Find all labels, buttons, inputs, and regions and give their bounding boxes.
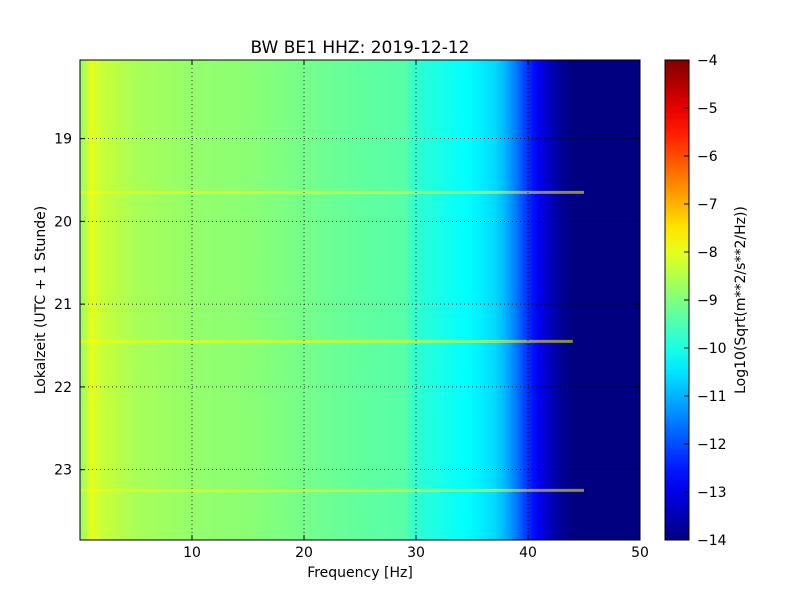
colorbar-tick-label: −6 <box>697 149 718 165</box>
x-tick-label: 10 <box>183 545 201 561</box>
colorbar-tick-label: −11 <box>697 389 727 405</box>
colorbar-tick-label: −10 <box>697 341 727 357</box>
y-tick-label: 19 <box>54 132 72 148</box>
colorbar-tick-label: −12 <box>697 437 727 453</box>
x-axis-ticks: 10 20 30 40 50 <box>183 60 649 561</box>
colorbar: −4 −5 −6 −7 −8 −9 −10 −11 −12 −13 −14 <box>664 53 727 549</box>
x-tick-label: 50 <box>631 545 649 561</box>
colorbar-tick-label: −4 <box>697 53 718 69</box>
spectrogram-plot: 10 20 30 40 50 19 20 21 22 23 <box>54 59 649 561</box>
colorbar-ticks: −4 −5 −6 −7 −8 −9 −10 −11 −12 −13 −14 <box>684 53 727 549</box>
colorbar-label: Log10(Sqrt(m**2/s**2/Hz)) <box>733 206 749 394</box>
x-tick-label: 20 <box>295 545 313 561</box>
heatmap <box>80 60 640 540</box>
colorbar-tick-label: −8 <box>697 245 718 261</box>
colorbar-tick-label: −9 <box>697 293 718 309</box>
grid-lines <box>80 60 640 540</box>
colorbar-tick-label: −14 <box>697 533 727 549</box>
plot-frame <box>79 59 641 541</box>
colorbar-tick-label: −5 <box>697 101 718 117</box>
chart-title: BW BE1 HHZ: 2019-12-12 <box>250 38 469 58</box>
heatmap-background <box>80 60 640 540</box>
x-tick-label: 30 <box>407 545 425 561</box>
y-axis-ticks: 19 20 21 22 23 <box>54 132 640 479</box>
colorbar-tick-label: −13 <box>697 485 727 501</box>
x-axis-label: Frequency [Hz] <box>307 565 413 581</box>
y-tick-label: 21 <box>54 297 72 313</box>
y-tick-label: 22 <box>54 380 72 396</box>
colorbar-tick-label: −7 <box>697 197 718 213</box>
y-tick-label: 23 <box>54 463 72 479</box>
y-axis-label: Lokalzeit (UTC + 1 Stunde) <box>33 206 49 395</box>
x-tick-label: 40 <box>519 545 537 561</box>
y-tick-label: 20 <box>54 214 72 230</box>
